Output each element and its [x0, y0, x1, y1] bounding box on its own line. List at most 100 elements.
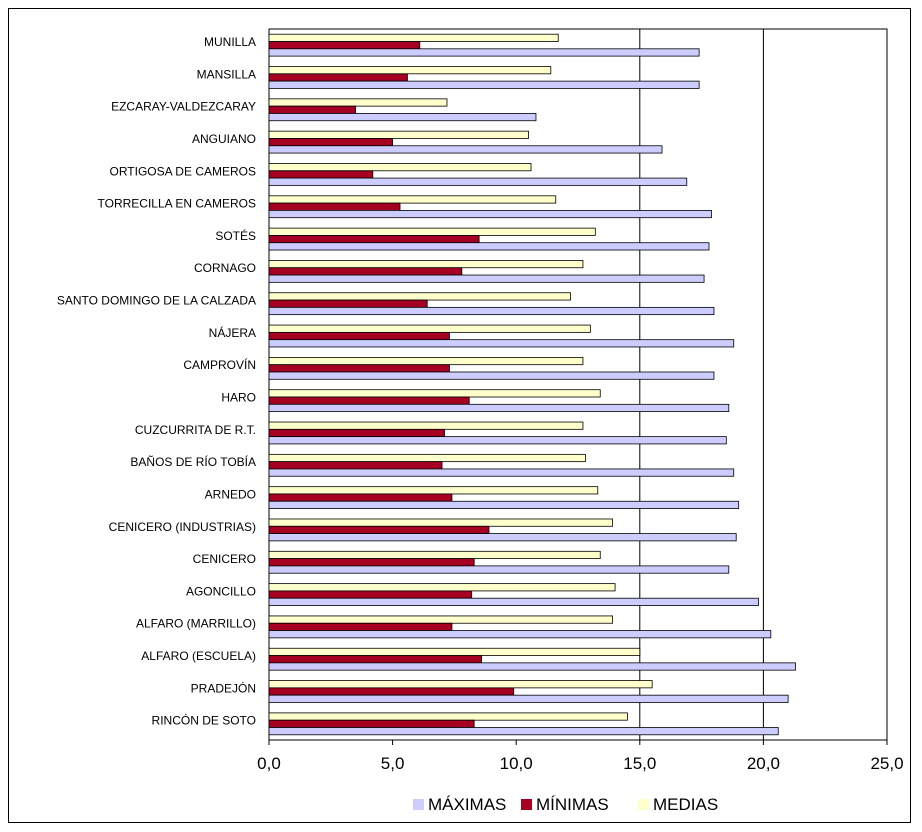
bar-mínimas [269, 623, 452, 630]
bar-mínimas [269, 106, 356, 113]
bar-medias [269, 293, 571, 300]
bar-máximas [269, 534, 736, 541]
bar-máximas [269, 372, 714, 379]
legend-swatch [521, 799, 532, 810]
x-tick-label: 25,0 [870, 754, 903, 773]
bar-máximas [269, 307, 714, 314]
legend-label: MÁXIMAS [428, 795, 506, 814]
category-label: ALFARO (ESCUELA) [141, 649, 256, 663]
bar-mínimas [269, 332, 449, 339]
bar-mínimas [269, 656, 482, 663]
x-tick-label: 20,0 [747, 754, 780, 773]
bar-mínimas [269, 268, 462, 275]
bar-mínimas [269, 688, 514, 695]
bar-medias [269, 519, 613, 526]
bar-mínimas [269, 720, 474, 727]
category-label: TORRECILLA EN CAMEROS [98, 197, 256, 211]
category-label: ARNEDO [205, 487, 256, 501]
bar-medias [269, 325, 590, 332]
category-label: AGONCILLO [186, 584, 256, 598]
bar-medias [269, 616, 613, 623]
category-label: CENICERO (INDUSTRIAS) [109, 520, 256, 534]
bar-medias [269, 260, 583, 267]
category-label: CUZCURRITA DE R.T. [135, 423, 256, 437]
bar-medias [269, 648, 640, 655]
category-label: CAMPROVÍN [183, 357, 256, 372]
bar-medias [269, 131, 529, 138]
category-label: MUNILLA [204, 35, 256, 49]
legend-label: MEDIAS [653, 795, 718, 814]
bar-máximas [269, 178, 687, 185]
bar-medias [269, 163, 531, 170]
category-label: CORNAGO [194, 261, 256, 275]
bar-mínimas [269, 300, 427, 307]
bar-medias [269, 34, 558, 41]
category-label: NÁJERA [209, 325, 256, 340]
legend: MÁXIMAS MÍNIMAS MEDIAS [413, 795, 718, 814]
bar-mínimas [269, 397, 469, 404]
bar-mínimas [269, 559, 474, 566]
category-label: SOTÉS [215, 228, 256, 243]
bar-mínimas [269, 429, 445, 436]
category-label: ORTIGOSA DE CAMEROS [110, 164, 256, 178]
bar-medias [269, 584, 615, 591]
bar-máximas [269, 49, 699, 56]
bar-medias [269, 99, 447, 106]
bar-máximas [269, 566, 729, 573]
bar-máximas [269, 663, 796, 670]
legend-swatch [638, 799, 649, 810]
x-tick-label: 5,0 [381, 754, 405, 773]
category-label: BAÑOS DE RÍO TOBÍA [130, 454, 256, 469]
bar-máximas [269, 501, 739, 508]
bar-mínimas [269, 74, 407, 81]
category-label: ALFARO (MARRILLO) [136, 617, 256, 631]
bar-medias [269, 551, 600, 558]
legend-swatch [413, 799, 424, 810]
bar-máximas [269, 469, 734, 476]
bar-medias [269, 422, 583, 429]
bar-medias [269, 390, 600, 397]
x-axis: 0,0 5,0 10,0 15,0 20,0 25,0 [257, 740, 903, 773]
bar-medias [269, 357, 583, 364]
bar-máximas [269, 146, 662, 153]
category-label: HARO [221, 391, 256, 405]
bar-mínimas [269, 203, 400, 210]
bar-medias [269, 454, 585, 461]
bar-máximas [269, 598, 758, 605]
bar-medias [269, 681, 652, 688]
bar-máximas [269, 113, 536, 120]
x-tick-label: 10,0 [500, 754, 533, 773]
category-label: PRADEJÓN [191, 680, 256, 695]
bar-mínimas [269, 462, 442, 469]
bar-máximas [269, 437, 726, 444]
category-label: RINCÓN DE SOTO [152, 713, 256, 728]
bar-medias [269, 67, 551, 74]
x-tick-label: 0,0 [257, 754, 281, 773]
bar-medias [269, 196, 556, 203]
bar-máximas [269, 340, 734, 347]
bar-mínimas [269, 591, 472, 598]
bar-mínimas [269, 171, 373, 178]
bar-máximas [269, 275, 704, 282]
bar-mínimas [269, 138, 393, 145]
bar-máximas [269, 404, 729, 411]
category-labels: MUNILLA MANSILLA EZCARAY-VALDEZCARAY ANGUIA… [57, 35, 256, 728]
bar-mínimas [269, 235, 479, 242]
bar-mínimas [269, 42, 420, 49]
bar-máximas [269, 695, 788, 702]
category-label: EZCARAY-VALDEZCARAY [111, 100, 256, 114]
bar-medias [269, 713, 627, 720]
bar-medias [269, 228, 595, 235]
bar-máximas [269, 631, 771, 638]
bar-mínimas [269, 526, 489, 533]
x-tick-label: 15,0 [623, 754, 656, 773]
bar-medias [269, 487, 598, 494]
bar-mínimas [269, 365, 449, 372]
bar-máximas [269, 210, 711, 217]
bar-máximas [269, 81, 699, 88]
bar-mínimas [269, 494, 452, 501]
category-label: CENICERO [193, 552, 256, 566]
category-label: SANTO DOMINGO DE LA CALZADA [57, 294, 256, 308]
bar-máximas [269, 727, 778, 734]
